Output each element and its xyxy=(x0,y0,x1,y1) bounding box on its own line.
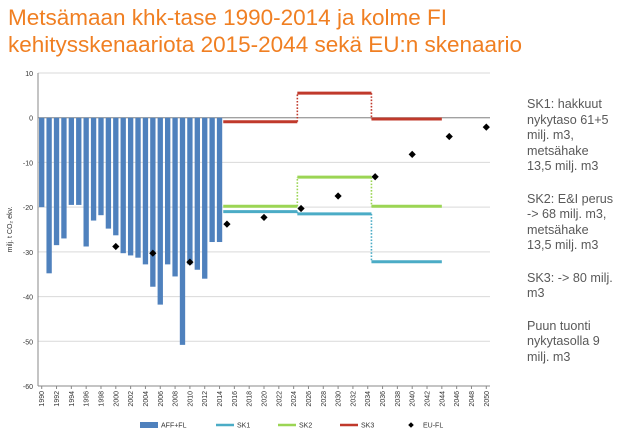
x-tick-label: 1996 xyxy=(84,391,91,407)
legend-label: AFF+FL xyxy=(161,423,187,430)
x-tick-label: 1990 xyxy=(39,391,46,407)
x-tick-label: 2048 xyxy=(469,391,476,407)
x-tick-label: 2002 xyxy=(128,391,135,407)
y-tick-label: -20 xyxy=(23,205,33,212)
x-tick-label: 2028 xyxy=(321,391,328,407)
bar-2006 xyxy=(157,117,163,305)
x-tick-label: 2000 xyxy=(113,391,120,407)
bar-2002 xyxy=(127,117,134,256)
legend-item-sk3: SK3 xyxy=(340,423,374,430)
chart-title: Metsämaan khk-tase 1990-2014 ja kolme FI… xyxy=(8,4,623,58)
x-tick-label: 2044 xyxy=(439,391,446,407)
y-axis-label: milj. t CO₂ ekv. xyxy=(7,207,14,253)
bar-2008 xyxy=(172,117,178,277)
note-import: Puun tuonti nykytasolla 9 milj. m3 xyxy=(527,318,600,364)
y-tick-label: -40 xyxy=(23,295,33,302)
y-tick-label: -50 xyxy=(23,339,33,346)
legend-label: SK3 xyxy=(361,423,374,430)
x-tick-label: 2034 xyxy=(365,391,372,407)
bar-1991 xyxy=(46,117,52,274)
title-line-2: kehitysskenaariota 2015-2044 sekä EU:n s… xyxy=(8,32,523,57)
x-tick-label: 2042 xyxy=(425,391,432,407)
bar-2000 xyxy=(113,117,119,236)
bar-1992 xyxy=(53,117,60,246)
marker-eu-fl-2010 xyxy=(186,258,194,266)
x-tick-label: 2038 xyxy=(395,391,402,407)
bar-1994 xyxy=(68,117,75,205)
y-tick-label: 10 xyxy=(25,71,33,78)
legend-swatch xyxy=(140,422,158,428)
bar-1993 xyxy=(61,117,67,239)
marker-eu-fl-2020 xyxy=(260,213,268,222)
x-tick-label: 2012 xyxy=(202,391,209,407)
y-tick-label: -60 xyxy=(23,384,33,391)
marker-eu-fl-2045 xyxy=(445,132,453,141)
legend-item-aff+fl: AFF+FL xyxy=(140,422,187,430)
bar-2009 xyxy=(179,117,186,345)
bar-1990 xyxy=(39,117,45,208)
x-tick-label: 2030 xyxy=(336,391,343,407)
x-tick-label: 2026 xyxy=(306,391,313,407)
bar-2005 xyxy=(150,117,156,287)
bar-2010 xyxy=(187,117,193,265)
x-tick-label: 2050 xyxy=(484,391,491,407)
bar-1996 xyxy=(83,117,89,247)
x-tick-label: 2018 xyxy=(247,391,254,407)
legend-label: SK2 xyxy=(299,423,312,430)
bar-1995 xyxy=(76,117,82,205)
x-tick-label: 2036 xyxy=(380,391,387,407)
x-tick-label: 2020 xyxy=(262,391,269,407)
marker-eu-fl-2050 xyxy=(482,123,490,131)
marker-eu-fl-2000 xyxy=(112,242,120,251)
legend-item-sk2: SK2 xyxy=(278,423,312,430)
x-tick-label: 2016 xyxy=(232,391,239,407)
note-sk3: SK3: -> 80 milj. m3 xyxy=(527,270,613,301)
bar-2014 xyxy=(216,117,223,243)
bar-2012 xyxy=(202,117,208,279)
legend-label: EU-FL xyxy=(423,423,443,430)
bar-1998 xyxy=(98,117,104,216)
x-tick-label: 2040 xyxy=(410,391,417,407)
y-tick-label: -30 xyxy=(23,250,33,257)
legend-item-eu-fl: EU-FL xyxy=(408,422,443,430)
marker-eu-fl-2040 xyxy=(408,150,416,158)
bar-1999 xyxy=(105,117,112,229)
title-line-1: Metsämaan khk-tase 1990-2014 ja kolme FI xyxy=(8,5,447,30)
y-tick-label: 0 xyxy=(29,116,33,123)
x-tick-label: 1992 xyxy=(54,391,61,407)
x-tick-label: 2014 xyxy=(217,391,224,407)
legend-label: SK1 xyxy=(237,423,250,430)
y-tick-label: -10 xyxy=(23,160,33,167)
note-sk1: SK1: hakkuut nykytaso 61+5 milj. m3, met… xyxy=(527,97,609,173)
marker-eu-fl-2035 xyxy=(371,173,379,181)
x-tick-label: 2008 xyxy=(173,391,180,407)
x-tick-label: 2046 xyxy=(454,391,461,407)
marker-eu-fl-2005 xyxy=(149,249,157,257)
legend-item-sk1: SK1 xyxy=(216,423,250,430)
bar-2011 xyxy=(194,117,200,270)
x-tick-label: 1994 xyxy=(69,391,76,407)
x-tick-label: 2010 xyxy=(187,391,194,407)
marker-eu-fl-2030 xyxy=(334,192,342,200)
bar-2007 xyxy=(165,117,171,265)
bar-2003 xyxy=(135,117,141,258)
marker-eu-fl-2025 xyxy=(297,204,305,213)
x-tick-label: 2032 xyxy=(350,391,357,407)
bar-2013 xyxy=(209,117,215,243)
note-sk2: SK2: E&I perus -> 68 milj. m3, metsähake… xyxy=(527,191,614,253)
x-tick-label: 2022 xyxy=(276,391,283,407)
bar-1997 xyxy=(90,117,97,221)
x-tick-label: 2004 xyxy=(143,391,150,407)
marker-eu-fl-2015 xyxy=(223,220,231,228)
x-tick-label: 2024 xyxy=(291,391,298,407)
bar-2001 xyxy=(120,117,126,254)
scenario-notes: SK1: hakkuut nykytaso 61+5 milj. m3, met… xyxy=(527,97,627,365)
legend-swatch xyxy=(408,422,414,428)
bar-2004 xyxy=(142,117,149,265)
x-tick-label: 1998 xyxy=(98,391,105,407)
x-tick-label: 2006 xyxy=(158,391,165,407)
